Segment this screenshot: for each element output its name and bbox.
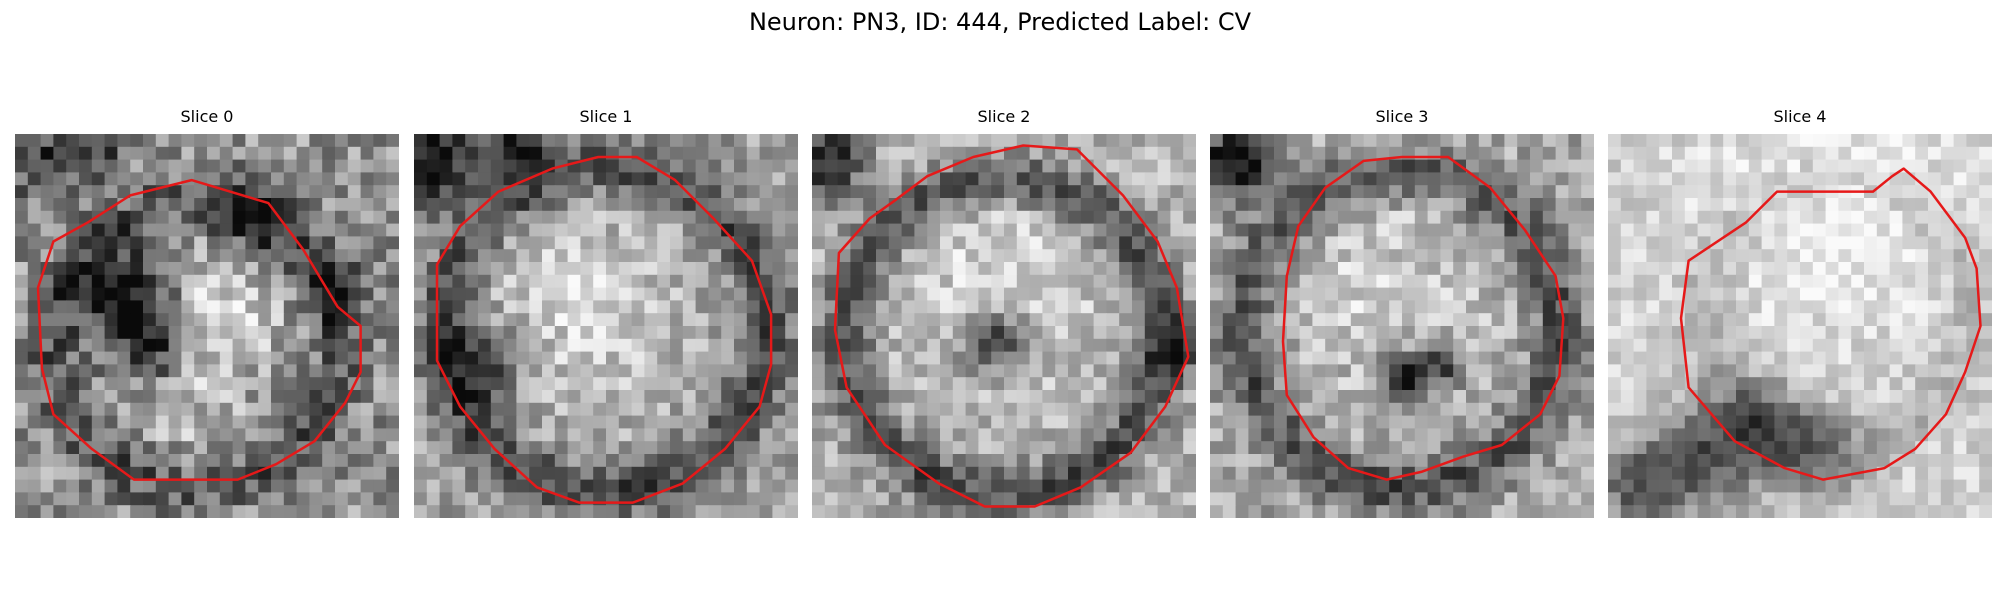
slice-3-svg [1210, 134, 1594, 518]
slice-0-image [15, 134, 399, 518]
slice-2-panel: Slice 2 [812, 106, 1196, 518]
slice-3-image [1210, 134, 1594, 518]
slice-0-title: Slice 0 [15, 106, 399, 128]
slice-3-pixels [1210, 134, 1594, 518]
slice-1-title: Slice 1 [414, 106, 798, 128]
slice-4-svg [1608, 134, 1992, 518]
slice-1-svg [414, 134, 798, 518]
slice-1-panel: Slice 1 [414, 106, 798, 518]
slice-2-svg [812, 134, 1196, 518]
slice-2-image [812, 134, 1196, 518]
slice-0-svg [15, 134, 399, 518]
slice-2-title: Slice 2 [812, 106, 1196, 128]
slice-1-pixels [414, 134, 798, 518]
slice-3-title: Slice 3 [1210, 106, 1594, 128]
slice-3-panel: Slice 3 [1210, 106, 1594, 518]
slice-0-pixels [15, 134, 399, 518]
figure-title: Neuron: PN3, ID: 444, Predicted Label: C… [0, 6, 2000, 38]
slice-4-title: Slice 4 [1608, 106, 1992, 128]
slice-0-panel: Slice 0 [15, 106, 399, 518]
slice-1-image [414, 134, 798, 518]
slice-4-image [1608, 134, 1992, 518]
slice-4-panel: Slice 4 [1608, 106, 1992, 518]
slice-2-pixels [812, 134, 1196, 518]
